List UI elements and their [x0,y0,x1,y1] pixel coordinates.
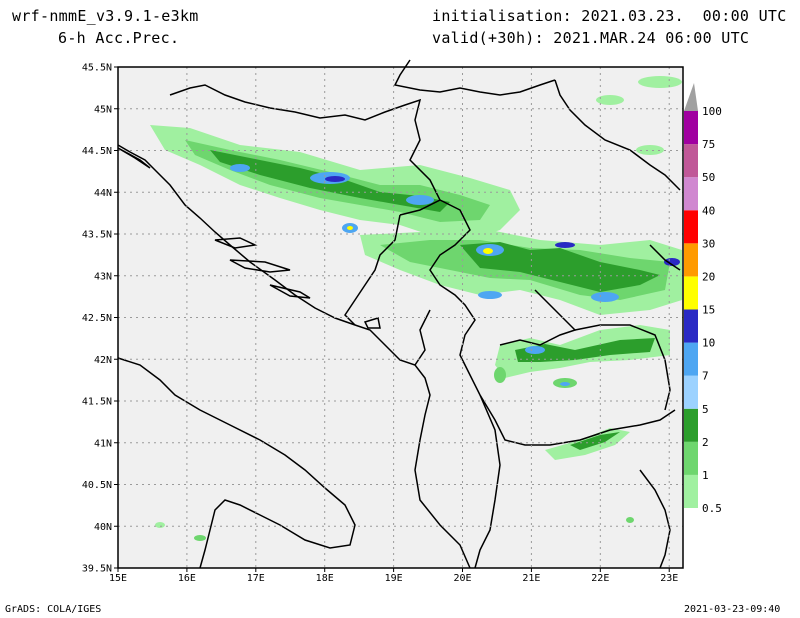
lon-tick-label: 23E [660,573,678,584]
lon-tick-label: 19E [385,573,403,584]
legend-label: 5 [702,403,709,416]
legend-swatch [684,342,698,376]
axis-ticks: 15E 16E 17E 18E 19E 20E 21E 22E 23E 39.5N 40N 40.5N… [82,63,678,585]
border-line [554,79,681,191]
legend-label: 0.5 [702,502,722,515]
footer-credit: GrADS: COLA/IGES [5,604,101,615]
lon-tick-label: 21E [522,573,540,584]
legend-label: 75 [702,138,715,151]
island-outline [269,284,311,299]
border-line [429,199,481,396]
precip-core [525,346,545,354]
lon-tick-label: 17E [247,573,265,584]
island-outline [214,237,258,249]
legend-label: 1 [702,469,709,482]
precip-core [483,248,493,254]
legend-label: 30 [702,237,715,250]
adriatic-coastline [117,144,471,569]
lat-tick-label: 44N [94,188,112,199]
precip-core [406,195,434,205]
lat-tick-label: 45N [94,104,112,115]
border-line [169,84,442,216]
legend-swatch-top [684,83,698,111]
legend-label: 15 [702,304,715,317]
precip-patch [155,522,165,528]
precip-core [230,164,250,172]
precip-band-mid [570,432,620,450]
init-time: initialisation: 2021.03.23. 00:00 UTC [432,7,787,25]
lat-tick-label: 40N [94,522,112,533]
legend-label: 2 [702,436,709,449]
lat-tick-label: 43.5N [82,230,112,241]
lon-tick-label: 22E [591,573,609,584]
border-line [479,394,676,446]
lon-tick-label: 16E [178,573,196,584]
lon-tick-label: 15E [109,573,127,584]
lon-tick-label: 20E [453,573,471,584]
legend-swatch-bottom [684,508,698,563]
lat-tick-label: 40.5N [82,480,112,491]
legend-label: 10 [702,337,715,350]
lat-tick-label: 41N [94,438,112,449]
border-line [393,59,556,96]
legend-swatch [684,375,698,409]
legend-label: 50 [702,171,715,184]
lat-tick-label: 42N [94,355,112,366]
precip-core [325,176,345,182]
legend-swatch [684,210,698,244]
lat-tick-label: 43N [94,271,112,282]
legend-swatch [684,243,698,277]
border-line [499,289,577,346]
legend-swatch [684,441,698,475]
border-line [414,309,431,366]
precip-core [591,292,619,302]
legend-swatch [684,474,698,508]
footer-timestamp: 2021-03-23-09:40 [684,604,780,615]
precip-core [347,226,353,230]
precipitation-field [150,76,682,541]
island-outline [229,259,291,273]
precip-patch [494,367,506,383]
border-line [639,469,671,569]
precip-patch [638,76,682,88]
legend-label: 7 [702,370,709,383]
lon-tick-label: 18E [316,573,334,584]
border-line [649,244,681,271]
island-outline [117,147,151,169]
lat-tick-label: 44.5N [82,146,112,157]
model-title: wrf-nmmE_v3.9.1-e3km [12,7,199,25]
border-line [474,394,501,569]
precip-band-dark [460,242,660,292]
lat-tick-label: 42.5N [82,313,112,324]
legend-swatch [684,309,698,343]
border-line [344,214,401,326]
lat-tick-label: 45.5N [82,63,112,74]
legend-swatch [684,276,698,310]
italy-coastline [117,357,356,569]
map-grid [118,67,683,568]
precip-core [478,291,502,299]
precip-patch [626,517,634,523]
precip-core [555,242,575,248]
field-title: 6-h Acc.Prec. [58,29,180,47]
legend-swatch [684,144,698,178]
legend-swatch [684,177,698,211]
legend-label: 100 [702,105,722,118]
lat-tick-label: 41.5N [82,397,112,408]
legend-label: 40 [702,204,715,217]
legend-swatch [684,111,698,145]
precip-band-mid [515,338,655,362]
island-outline [363,317,381,329]
precip-patch [194,535,206,541]
legend-label: 20 [702,270,715,283]
lat-tick-label: 39.5N [82,564,112,575]
precip-patch [636,145,664,155]
precip-patch [596,95,624,105]
color-legend: 0.5 1 2 5 7 10 15 20 30 40 50 75 100 [684,83,722,563]
legend-swatch [684,408,698,442]
valid-time: valid(+30h): 2021.MAR.24 06:00 UTC [432,29,750,47]
precip-core [664,258,680,266]
precip-core [560,382,570,386]
